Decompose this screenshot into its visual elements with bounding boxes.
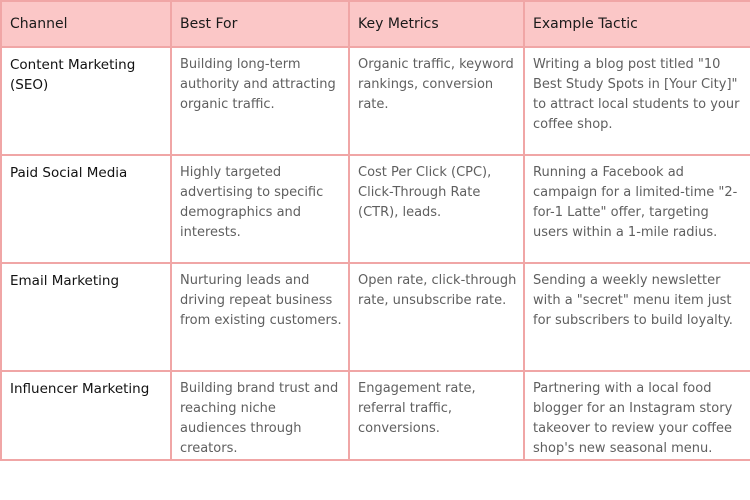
cell-channel: Paid Social Media bbox=[0, 154, 172, 264]
header-best-for: Best For bbox=[170, 0, 350, 48]
table-row: Email Marketing Nurturing leads and driv… bbox=[0, 262, 750, 372]
cell-example-tactic: Sending a weekly newsletter with a "secr… bbox=[523, 262, 750, 372]
table-row: Influencer Marketing Building brand trus… bbox=[0, 370, 750, 461]
table-row: Paid Social Media Highly targeted advert… bbox=[0, 154, 750, 264]
marketing-channels-table: Channel Best For Key Metrics Example Tac… bbox=[0, 0, 750, 461]
cell-key-metrics: Organic traffic, keyword rankings, conve… bbox=[348, 46, 525, 156]
table-header: Channel Best For Key Metrics Example Tac… bbox=[0, 0, 750, 48]
cell-key-metrics: Engagement rate, referral traffic, conve… bbox=[348, 370, 525, 461]
cell-best-for: Building brand trust and reaching niche … bbox=[170, 370, 350, 461]
cell-example-tactic: Writing a blog post titled "10 Best Stud… bbox=[523, 46, 750, 156]
cell-best-for: Building long-term authority and attract… bbox=[170, 46, 350, 156]
cell-example-tactic: Partnering with a local food blogger for… bbox=[523, 370, 750, 461]
header-example-tactic: Example Tactic bbox=[523, 0, 750, 48]
cell-key-metrics: Open rate, click-through rate, unsubscri… bbox=[348, 262, 525, 372]
cell-best-for: Highly targeted advertising to specific … bbox=[170, 154, 350, 264]
cell-key-metrics: Cost Per Click (CPC), Click-Through Rate… bbox=[348, 154, 525, 264]
cell-channel: Email Marketing bbox=[0, 262, 172, 372]
header-channel: Channel bbox=[0, 0, 172, 48]
table-body: Content Marketing (SEO) Building long-te… bbox=[0, 46, 750, 461]
cell-channel: Influencer Marketing bbox=[0, 370, 172, 461]
cell-channel: Content Marketing (SEO) bbox=[0, 46, 172, 156]
cell-best-for: Nurturing leads and driving repeat busin… bbox=[170, 262, 350, 372]
table-row: Content Marketing (SEO) Building long-te… bbox=[0, 46, 750, 156]
cell-example-tactic: Running a Facebook ad campaign for a lim… bbox=[523, 154, 750, 264]
header-key-metrics: Key Metrics bbox=[348, 0, 525, 48]
header-row: Channel Best For Key Metrics Example Tac… bbox=[0, 0, 750, 48]
